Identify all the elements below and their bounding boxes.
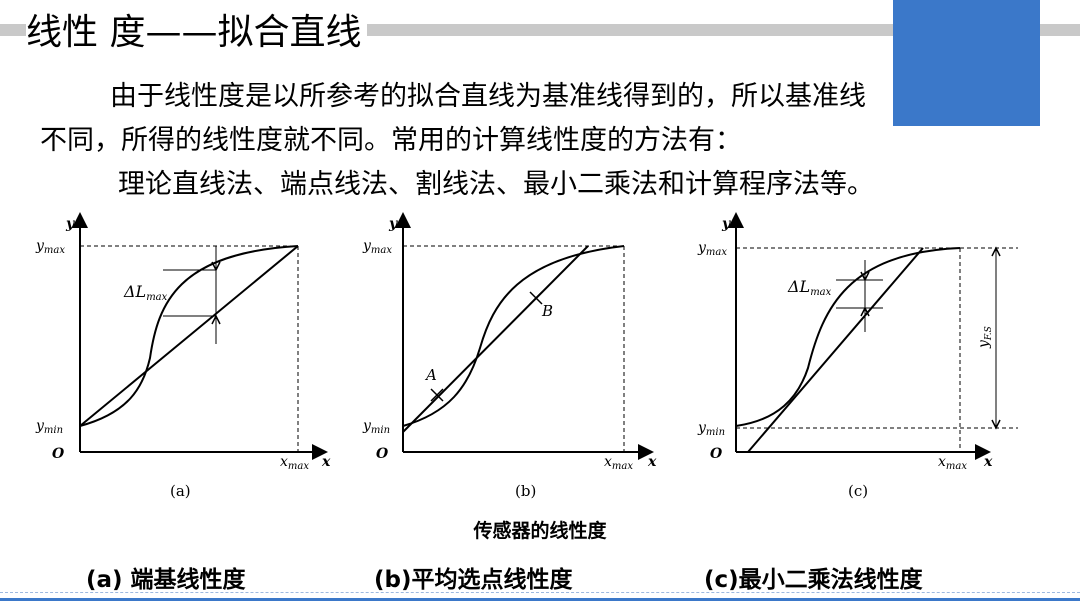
svg-text:ymax: ymax <box>697 240 727 258</box>
svg-text:yF.S: yF.S <box>976 326 994 349</box>
accent-block <box>893 0 1040 126</box>
curve-a <box>79 245 299 427</box>
paragraph-line-2: 不同，所得的线性度就不同。常用的计算线性度的方法有： <box>40 125 742 156</box>
svg-text:xmax: xmax <box>938 454 967 472</box>
svg-text:y: y <box>388 216 398 232</box>
svg-text:ΔLmax: ΔLmax <box>123 282 168 303</box>
point-b-label: B <box>541 302 553 320</box>
point-a-marker <box>430 388 444 402</box>
point-b-marker <box>529 291 543 305</box>
figure-caption: 传感器的线性度 <box>473 520 607 542</box>
svg-text:x: x <box>983 454 993 470</box>
svg-text:ΔLmax: ΔLmax <box>787 277 832 298</box>
footer-divider-dashed <box>0 592 1080 593</box>
svg-text:ymin: ymin <box>362 418 390 436</box>
svg-text:x: x <box>647 454 657 470</box>
label-least-squares-linearity: (c)最小二乘法线性度 <box>704 567 923 593</box>
origin-label: O <box>52 446 65 462</box>
svg-text:xmax: xmax <box>280 454 309 472</box>
svg-text:ymax: ymax <box>362 238 392 256</box>
curve-c <box>735 247 961 427</box>
xmax-label: x <box>280 454 288 470</box>
svg-text:ymin: ymin <box>697 420 725 438</box>
yfs-label: y <box>976 339 992 349</box>
paragraph-line-1: 由于线性度是以所参考的拟合直线为基准线得到的，所以基准线 <box>110 81 866 112</box>
paragraph-line-3: 理论直线法、端点线法、割线法、最小二乘法和计算程序法等。 <box>118 169 874 200</box>
footer-divider <box>0 598 1080 601</box>
panel-a-label: (a) <box>170 482 191 500</box>
page-title: 线性 度——拟合直线 <box>26 10 368 56</box>
ymin-label: y <box>35 418 45 434</box>
svg-text:ymin: ymin <box>35 418 63 436</box>
least-squares-line-c <box>747 247 924 453</box>
svg-text:xmax: xmax <box>604 454 633 472</box>
y-axis-label: y <box>65 216 75 232</box>
label-endpoint-linearity: (a) 端基线性度 <box>86 567 246 593</box>
panel-b: A B y ymax ymin O xmax x (b) <box>362 212 657 500</box>
panel-a: ΔLmax y ymax ymin O xmax x (a) <box>35 212 331 500</box>
curve-b <box>402 245 625 427</box>
x-axis-label: x <box>321 454 331 470</box>
svg-text:ymax: ymax <box>35 238 65 256</box>
svg-text:y: y <box>721 216 731 232</box>
label-average-point-linearity: (b)平均选点线性度 <box>374 567 573 593</box>
panel-c-label: (c) <box>848 482 868 500</box>
point-a-label: A <box>424 366 437 384</box>
delta-l-label: ΔL <box>123 282 146 301</box>
svg-text:O: O <box>710 446 723 462</box>
secant-line-b <box>402 245 589 433</box>
linearity-figure: ΔLmax y ymax ymin O xmax x (a) A B y yma… <box>18 208 1048 513</box>
svg-text:O: O <box>376 446 389 462</box>
endpoint-line-a <box>79 245 299 427</box>
panel-b-label: (b) <box>515 482 536 500</box>
ymax-label: y <box>35 238 45 254</box>
panel-c: ΔLmax yF.S y ymax ymin O xmax x (c) <box>697 212 1018 500</box>
